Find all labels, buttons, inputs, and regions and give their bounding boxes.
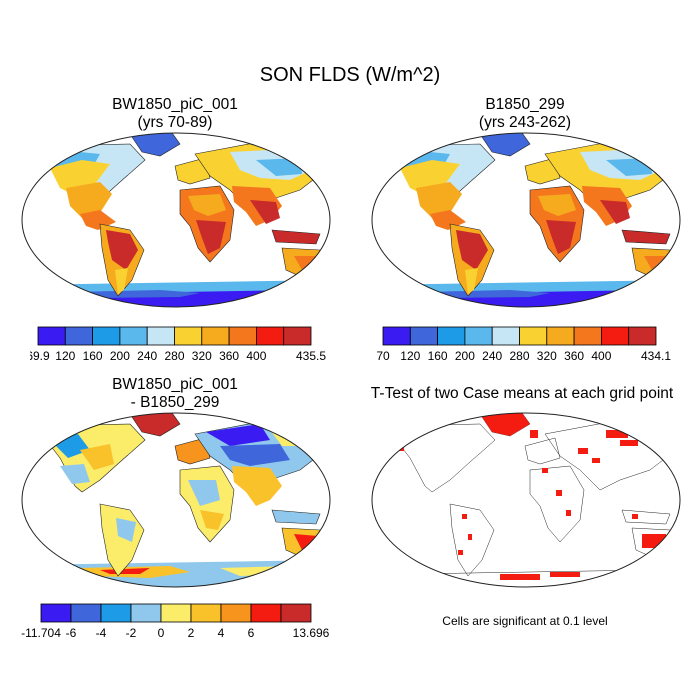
colorbar-3-label: -2 (126, 626, 137, 640)
panel-3-title: BW1850_piC_001 - B1850_299 (25, 376, 325, 412)
colorbar-1-label: 200 (110, 349, 130, 363)
colorbar-2-label: 320 (537, 349, 557, 363)
colorbar-1-box (37, 326, 66, 346)
colorbar-2-box (519, 326, 548, 346)
significance-note: Cells are significant at 0.1 level (442, 614, 608, 628)
colorbar-3-label: 2 (188, 626, 195, 640)
colorbar-3-label: -6 (66, 626, 77, 640)
colorbar-3-label: -4 (96, 626, 107, 640)
figure-title: SON FLDS (W/m^2) (259, 64, 441, 86)
colorbar-1-box (146, 326, 175, 346)
colorbar-2-label: 70 (376, 349, 390, 363)
colorbar-1-box (283, 326, 312, 346)
colorbar-3: -11.704 -6 -4 -2 0 2 4 6 13.696 (21, 603, 330, 640)
colorbar-2-label: 240 (482, 349, 502, 363)
panel-4-title: T-Test of two Case means at each grid po… (352, 385, 692, 403)
colorbar-2-box (546, 326, 575, 346)
colorbar-1-label: 320 (192, 349, 212, 363)
colorbar-1-label: 360 (219, 349, 239, 363)
colorbar-2: 70 120 160 200 240 280 320 360 400 434.1 (376, 326, 671, 363)
colorbar-3-box (130, 603, 162, 623)
panel-3-title-line2: - B1850_299 (130, 394, 220, 411)
colorbar-3-label: 6 (248, 626, 255, 640)
colorbar-2-label: 120 (400, 349, 420, 363)
panel-2-title: B1850_299 (yrs 243-262) (375, 96, 675, 132)
colorbar-1-box (64, 326, 93, 346)
panel-4-title-line1: T-Test of two Case means at each grid po… (370, 385, 674, 402)
colorbar-2-box (600, 326, 630, 346)
colorbar-3-box (220, 603, 252, 623)
colorbar-3-label: 13.696 (293, 626, 330, 640)
colorbar-3-label: -11.704 (21, 626, 61, 640)
map-panel-2 (371, 132, 681, 308)
map-panel-4 (371, 412, 681, 588)
colorbar-3-label: 4 (218, 626, 225, 640)
colorbar-2-label: 400 (591, 349, 611, 363)
colorbar-3-box (250, 603, 282, 623)
panel-3-title-line1: BW1850_piC_001 (112, 376, 238, 393)
colorbar-3-box (40, 603, 72, 623)
map-panel-3 (21, 412, 331, 588)
colorbar-2-label: 280 (509, 349, 529, 363)
colorbar-3-box (190, 603, 222, 623)
panel-2-title-line1: B1850_299 (485, 96, 565, 113)
colorbar-2-box (409, 326, 438, 346)
colorbar-2-box (491, 326, 520, 346)
colorbar-1-box (174, 326, 203, 346)
colorbar-1-box (255, 326, 285, 346)
panel-1-title: BW1850_piC_001 (yrs 70-89) (25, 96, 325, 132)
colorbar-1-box (201, 326, 230, 346)
colorbar-3-box (160, 603, 192, 623)
colorbar-2-box (573, 326, 602, 346)
colorbar-3-box (100, 603, 132, 623)
colorbar-1-label: 435.5 (296, 349, 326, 363)
colorbar-3-box (280, 603, 312, 623)
colorbar-2-box (464, 326, 493, 346)
colorbar-1-label: 69.9 (30, 349, 50, 363)
colorbar-2-box (437, 326, 466, 346)
colorbar-2-label: 200 (455, 349, 475, 363)
colorbar-3-label: 0 (158, 626, 165, 640)
colorbar-1-label: 240 (137, 349, 157, 363)
panel-1-title-line1: BW1850_piC_001 (112, 96, 238, 113)
colorbar-1-box (228, 326, 257, 346)
colorbar-2-label: 434.1 (641, 349, 671, 363)
colorbar-1-label: 280 (164, 349, 184, 363)
colorbar-3-box (70, 603, 102, 623)
map-panel-1 (21, 132, 331, 308)
colorbar-2-label: 160 (428, 349, 448, 363)
panel-2-title-line2: (yrs 243-262) (478, 114, 572, 131)
panel-1-title-line2: (yrs 70-89) (137, 114, 213, 131)
colorbar-1-box (119, 326, 148, 346)
colorbar-1-box (92, 326, 121, 346)
colorbar-1: 69.9 120 160 200 240 280 320 360 400 435.5 (30, 326, 326, 363)
colorbar-1-label: 400 (246, 349, 266, 363)
colorbar-2-label: 360 (564, 349, 584, 363)
colorbar-2-box (382, 326, 411, 346)
colorbar-1-label: 160 (83, 349, 103, 363)
colorbar-2-box (628, 326, 657, 346)
colorbar-1-label: 120 (55, 349, 75, 363)
